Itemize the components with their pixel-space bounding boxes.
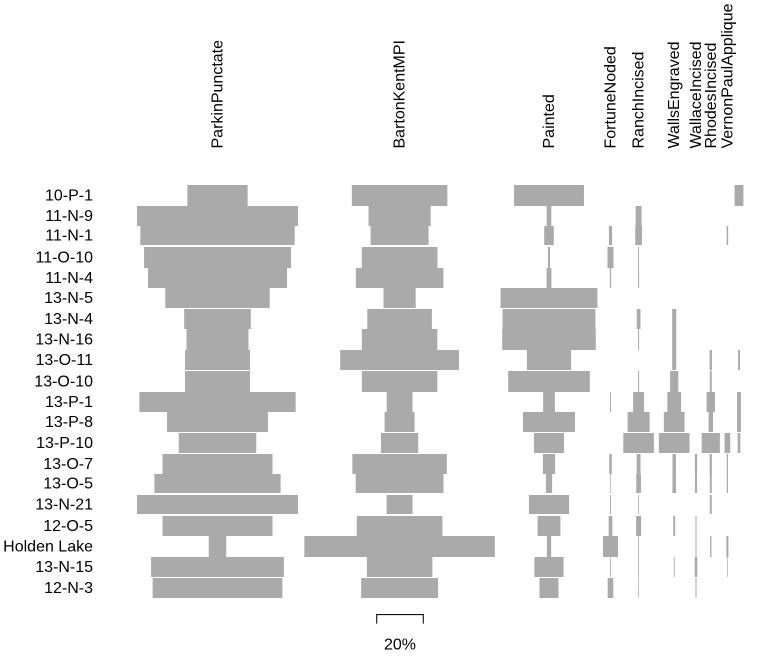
- svg-text:20%: 20%: [384, 637, 416, 654]
- svg-text:VernonPaulApplique: VernonPaulApplique: [719, 3, 736, 148]
- svg-text:13-O-5: 13-O-5: [43, 476, 93, 493]
- svg-text:13-N-4: 13-N-4: [44, 311, 93, 328]
- svg-text:RanchIncised: RanchIncised: [631, 52, 648, 149]
- svg-text:13-P-1: 13-P-1: [45, 394, 93, 411]
- svg-text:11-N-4: 11-N-4: [45, 270, 93, 287]
- svg-text:Painted: Painted: [541, 94, 558, 148]
- svg-text:13-O-11: 13-O-11: [35, 352, 93, 369]
- svg-text:WallsEngraved: WallsEngraved: [666, 41, 683, 148]
- svg-text:11-O-10: 11-O-10: [35, 250, 93, 267]
- svg-text:13-P-10: 13-P-10: [36, 435, 93, 452]
- svg-text:11-N-1: 11-N-1: [45, 228, 93, 245]
- svg-text:13-N-21: 13-N-21: [35, 497, 93, 514]
- svg-text:11-N-9: 11-N-9: [45, 208, 93, 225]
- svg-text:12-N-3: 12-N-3: [44, 580, 93, 597]
- svg-text:13-N-15: 13-N-15: [35, 559, 93, 576]
- svg-text:13-O-10: 13-O-10: [34, 374, 93, 391]
- svg-text:RhodesIncised: RhodesIncised: [703, 43, 720, 149]
- svg-text:10-P-1: 10-P-1: [45, 188, 93, 205]
- svg-text:WallaceIncised: WallaceIncised: [688, 41, 705, 148]
- svg-text:Holden Lake: Holden Lake: [3, 539, 93, 556]
- svg-text:12-O-5: 12-O-5: [43, 518, 93, 535]
- svg-text:13-N-16: 13-N-16: [35, 332, 93, 349]
- svg-text:ParkinPunctate: ParkinPunctate: [210, 40, 227, 149]
- svg-text:BartonKentMPI: BartonKentMPI: [392, 40, 409, 148]
- svg-text:FortuneNoded: FortuneNoded: [603, 46, 620, 148]
- svg-text:13-O-7: 13-O-7: [43, 456, 93, 473]
- svg-text:13-P-8: 13-P-8: [45, 414, 93, 431]
- svg-text:13-N-5: 13-N-5: [44, 290, 93, 307]
